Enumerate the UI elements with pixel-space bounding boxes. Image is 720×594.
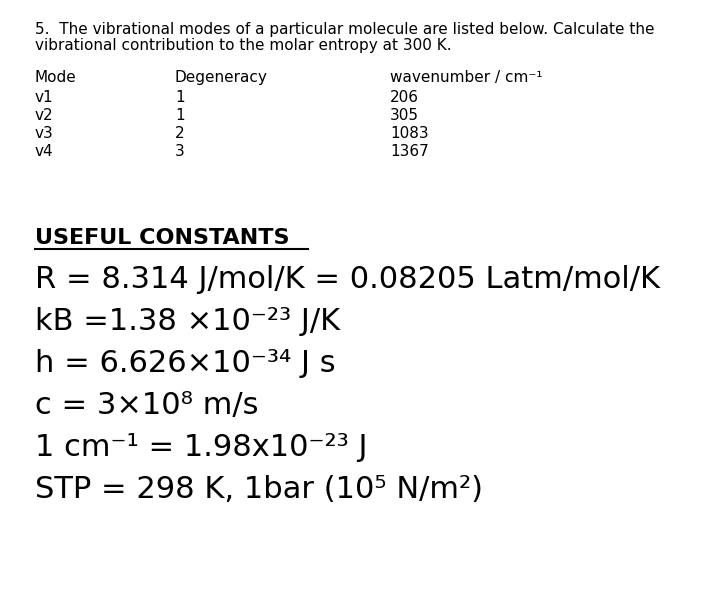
- Text: kB =1.38 ×10⁻²³ J/K: kB =1.38 ×10⁻²³ J/K: [35, 307, 340, 336]
- Text: 1083: 1083: [390, 126, 428, 141]
- Text: 305: 305: [390, 108, 419, 123]
- Text: h = 6.626×10⁻³⁴ J s: h = 6.626×10⁻³⁴ J s: [35, 349, 336, 378]
- Text: R = 8.314 J/mol/K = 0.08205 Latm/mol/K: R = 8.314 J/mol/K = 0.08205 Latm/mol/K: [35, 265, 660, 294]
- Text: c = 3×10⁸ m/s: c = 3×10⁸ m/s: [35, 391, 258, 420]
- Text: v4: v4: [35, 144, 53, 159]
- Text: 3: 3: [175, 144, 185, 159]
- Text: STP = 298 K, 1bar (10⁵ N/m²): STP = 298 K, 1bar (10⁵ N/m²): [35, 475, 483, 504]
- Text: Degeneracy: Degeneracy: [175, 70, 268, 85]
- Text: vibrational contribution to the molar entropy at 300 K.: vibrational contribution to the molar en…: [35, 38, 451, 53]
- Text: USEFUL CONSTANTS: USEFUL CONSTANTS: [35, 228, 289, 248]
- Text: Mode: Mode: [35, 70, 77, 85]
- Text: 1367: 1367: [390, 144, 428, 159]
- Text: wavenumber / cm⁻¹: wavenumber / cm⁻¹: [390, 70, 542, 85]
- Text: v2: v2: [35, 108, 53, 123]
- Text: 5.  The vibrational modes of a particular molecule are listed below. Calculate t: 5. The vibrational modes of a particular…: [35, 22, 654, 37]
- Text: 2: 2: [175, 126, 184, 141]
- Text: 1: 1: [175, 108, 184, 123]
- Text: v1: v1: [35, 90, 53, 105]
- Text: 1 cm⁻¹ = 1.98x10⁻²³ J: 1 cm⁻¹ = 1.98x10⁻²³ J: [35, 433, 367, 462]
- Text: 1: 1: [175, 90, 184, 105]
- Text: v3: v3: [35, 126, 54, 141]
- Text: 206: 206: [390, 90, 419, 105]
